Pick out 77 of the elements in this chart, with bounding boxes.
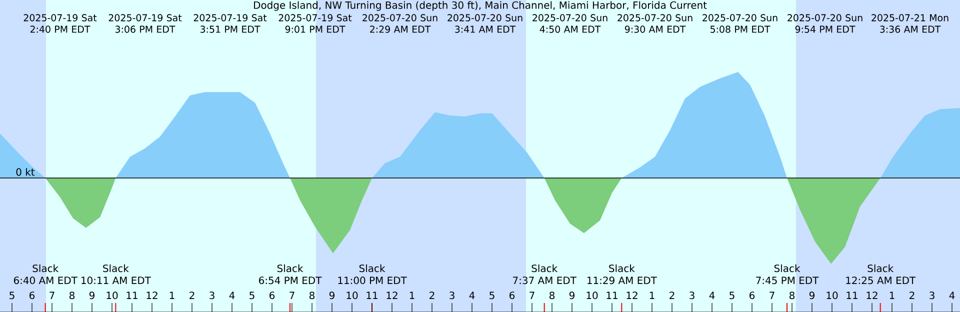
- x-tick-label: 8: [70, 292, 74, 300]
- text: 7:37 AM EDT: [513, 276, 576, 284]
- text: 2025-07-20 Sun 2:29 AM EDT: [362, 14, 438, 33]
- x-tick-label: 11: [366, 292, 378, 299]
- x-tick-label: 4: [709, 292, 715, 299]
- x-tick-label: 11: [126, 292, 138, 299]
- x-tick-label: 12: [626, 292, 638, 299]
- text: 10:11 AM EDT: [82, 276, 151, 284]
- x-tick-label: 10: [586, 292, 598, 300]
- x-tick-label: 4: [229, 292, 235, 299]
- chart-title: Dodge Island, NW Turning Basin (depth 30 ft), Main Channel, Miami Harbor, Florida Current: [254, 1, 707, 11]
- x-tick-label: 4: [949, 292, 955, 299]
- x-tick-label: 12: [866, 292, 878, 299]
- text: 2025-07-20 Sun 3:41 AM EDT: [448, 14, 522, 33]
- x-tick-label: 2: [430, 292, 434, 299]
- x-tick-label: 4: [469, 292, 475, 299]
- x-tick-label: 5: [10, 292, 14, 300]
- x-tick-label: 8: [790, 292, 794, 300]
- x-tick-label: 6: [270, 292, 275, 300]
- x-tick-label: 10: [106, 292, 118, 300]
- text: 2025-07-19 Sat 3:51 PM EDT: [194, 14, 267, 33]
- x-tick-label: 10: [826, 292, 838, 300]
- x-tick-label: 12: [386, 292, 398, 299]
- x-tick-label: 3: [450, 292, 454, 300]
- text: Slack: [868, 264, 894, 272]
- x-tick-label: 7: [50, 292, 54, 299]
- text: 2025-07-20 Sun 9:54 PM EDT: [788, 14, 862, 33]
- x-tick-label: 6: [750, 292, 755, 300]
- x-tick-label: 1: [890, 292, 894, 299]
- text: Slack: [277, 264, 304, 272]
- text: Slack: [609, 264, 635, 272]
- x-tick-label: 7: [770, 292, 774, 299]
- text: 6:54 PM EDT: [259, 276, 322, 284]
- text: 7:45 PM EDT: [756, 276, 819, 284]
- x-tick-label: 2: [190, 292, 194, 299]
- x-tick-label: 1: [650, 292, 654, 299]
- x-tick-label: 10: [346, 292, 358, 300]
- x-tick-label: 12: [146, 292, 158, 299]
- text: Slack: [532, 264, 558, 272]
- text: 6:40 AM EDT: [14, 276, 78, 284]
- x-tick-label: 7: [290, 292, 294, 299]
- x-tick-label: 3: [210, 292, 214, 300]
- x-tick-label: 2: [670, 292, 674, 299]
- text: 2025-07-19 Sat 2:40 PM EDT: [24, 14, 97, 33]
- x-tick-label: 6: [510, 292, 515, 300]
- text: Slack: [32, 264, 59, 272]
- x-tick-label: 5: [490, 292, 494, 300]
- x-tick-label: 6: [30, 292, 35, 300]
- text: 2025-07-19 Sat 3:06 PM EDT: [108, 14, 182, 33]
- x-tick-label: 1: [410, 292, 414, 299]
- text: 2025-07-19 Sat 9:01 PM EDT: [278, 14, 352, 33]
- x-tick-label: 8: [310, 292, 314, 300]
- x-tick-label: 1: [170, 292, 174, 299]
- text: Slack: [774, 264, 800, 272]
- text: 11:29 AM EDT: [588, 276, 657, 284]
- text: 2025-07-20 Sun 5:08 PM EDT: [702, 14, 778, 33]
- x-tick-label: 7: [530, 292, 534, 299]
- x-tick-label: 3: [930, 292, 934, 300]
- x-tick-label: 9: [569, 292, 574, 300]
- x-tick-label: 9: [809, 292, 814, 300]
- text: 2025-07-20 Sun 4:50 AM EDT: [532, 14, 608, 33]
- x-tick-label: 9: [89, 292, 94, 300]
- x-tick-label: 3: [690, 292, 694, 300]
- text: 12:25 AM EDT: [846, 276, 916, 284]
- x-tick-label: 2: [910, 292, 914, 299]
- text: 11:00 PM EDT: [338, 276, 407, 284]
- text: 2025-07-21 Mon 3:36 AM EDT: [872, 14, 948, 33]
- annotation: 0 kt: [16, 168, 35, 176]
- text: Slack: [359, 264, 386, 272]
- x-tick-label: 8: [550, 292, 554, 300]
- text: Slack: [103, 264, 129, 272]
- text: 2025-07-20 Sun 9:30 AM EDT: [618, 14, 692, 33]
- x-tick-label: 9: [329, 292, 334, 300]
- x-tick-label: 5: [730, 292, 734, 300]
- x-tick-label: 11: [846, 292, 858, 299]
- x-tick-label: 5: [250, 292, 254, 300]
- x-tick-label: 11: [606, 292, 618, 299]
